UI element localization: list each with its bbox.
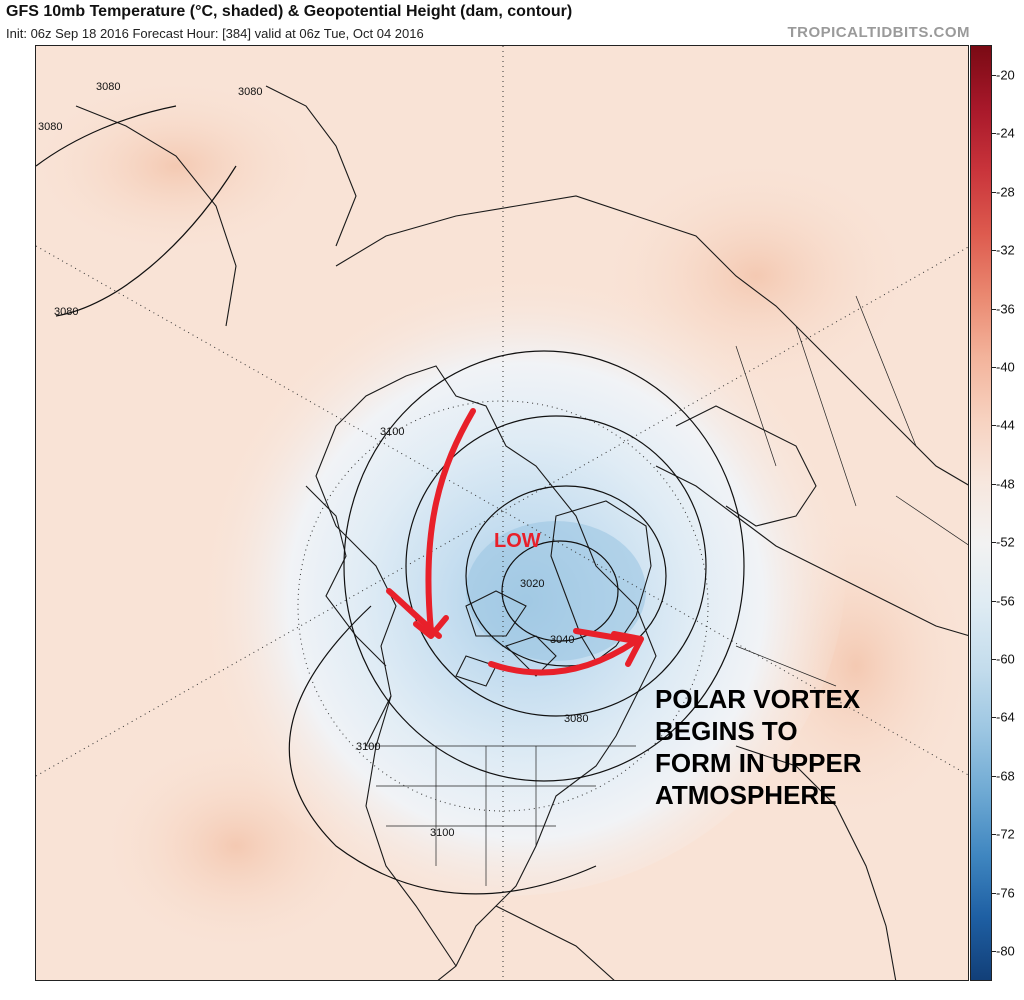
colorbar-tick-label: -48 [996,476,1015,492]
colorbar-tick-label: -20 [996,67,1015,83]
temperature-colorbar [970,45,992,981]
arrow-eastward [488,638,639,676]
colorbar-tick-label: -60 [996,651,1015,667]
contour-label: 3080 [564,713,589,725]
low-pressure-label: LOW [494,530,541,552]
colorbar-tick-label: -72 [996,826,1015,842]
annotation-line: ATMOSPHERE [655,780,837,810]
colorbar-tick-mark [992,191,996,193]
colorbar-tick-label: -80 [996,943,1015,959]
chart-title: GFS 10mb Temperature (°C, shaded) & Geop… [6,3,573,20]
colorbar-tick-mark [992,425,996,427]
flow-arrows [386,408,644,676]
arrow-head-1 [413,615,449,639]
arrow-tail-east [573,628,639,644]
annotation-line: FORM IN UPPER [655,748,862,778]
colorbar-tick-label: -56 [996,593,1015,609]
arrow-southward [425,408,476,634]
colorbar-tick-mark [992,133,996,135]
height-contours [36,105,745,895]
colorbar-tick-label: -64 [996,709,1015,725]
arrow-head-2 [611,631,644,667]
colorbar-tick-label: -24 [996,125,1015,141]
arrow-branch [386,588,442,639]
colorbar-tick-label: -52 [996,534,1015,550]
contour-label: 3080 [96,81,121,93]
contour-label: 3100 [356,741,381,753]
colorbar-tick-mark [992,308,996,310]
borders [366,295,968,886]
coastlines [75,85,968,980]
colorbar-tick-label: -68 [996,768,1015,784]
colorbar-tick-mark [992,775,996,777]
colorbar-tick-label: -36 [996,301,1015,317]
colorbar-tick-label: -40 [996,359,1015,375]
colorbar-tick-mark [992,717,996,719]
annotation-line: POLAR VORTEX [655,684,861,714]
colorbar-tick-mark [992,951,996,952]
annotation-line: BEGINS TO [655,716,798,746]
contour-label: 3100 [380,426,405,438]
colorbar-tick-label: -32 [996,242,1015,258]
polar-vortex-annotation: POLAR VORTEX BEGINS TO FORM IN UPPER ATM… [655,683,862,811]
chart-subtitle: Init: 06z Sep 18 2016 Forecast Hour: [38… [6,26,424,41]
warm-patch [36,76,326,256]
colorbar-tick-mark [992,250,996,252]
contour-label: 3100 [430,827,455,839]
colorbar-tick-label: -76 [996,885,1015,901]
colorbar-labels: -20 -24 -28 -32 -36 -40 -44 -48 -52 -56 -60 -64 -68 -… [996,45,1024,981]
colorbar-tick-mark [992,367,996,368]
contour-label: 3080 [238,86,263,98]
colorbar-tick-mark [992,600,996,602]
map-canvas [36,46,968,980]
colorbar-tick-mark [992,542,996,544]
colorbar-tick-mark [992,75,996,76]
weather-map: 3080 3080 3080 3080 3100 3020 3040 3080 … [35,45,969,981]
colorbar-tick-mark [992,892,996,894]
contour-label: 3080 [38,121,63,133]
colorbar-tick-mark [992,483,996,485]
colorbar-tick-mark [992,659,996,660]
colorbar-tick-mark [992,834,996,836]
colorbar-tick-label: -44 [996,417,1015,433]
contour-label: 3020 [520,578,545,590]
contour-label: 3040 [550,634,575,646]
colorbar-tick-label: -28 [996,184,1015,200]
contour-label: 3080 [54,306,79,318]
source-credit: TROPICALTIDBITS.COM [787,24,970,41]
